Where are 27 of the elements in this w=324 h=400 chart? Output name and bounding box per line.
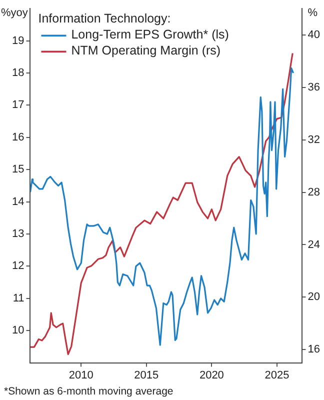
y-tick-label: 18	[12, 67, 24, 80]
x-tick-label: 2010	[68, 369, 94, 382]
y-tick-label: 10	[12, 324, 24, 337]
x-tick-label: 2025	[264, 369, 290, 382]
y2-tick-label: 36	[308, 81, 320, 94]
y2-tick-label: 32	[308, 134, 320, 146]
y2-tick-label: 20	[308, 291, 320, 304]
y2-tick-label: 24	[308, 238, 320, 251]
y2-tick-label: 40	[308, 28, 320, 41]
y-tick-label: 13	[12, 228, 24, 240]
legend-label: Long-Term EPS Growth* (ls)	[71, 27, 229, 42]
y-tick-label: 15	[12, 164, 24, 176]
y2-tick-label: 28	[308, 186, 320, 198]
legend-label: NTM Operating Margin (rs)	[71, 43, 221, 58]
y-tick-label: 12	[12, 260, 24, 272]
y-tick-label: 19	[12, 34, 24, 47]
y-tick-label: 17	[12, 99, 24, 112]
y-tick-label: 16	[12, 131, 24, 144]
y2-axis-title: %	[308, 7, 318, 20]
y-tick-label: 11	[12, 292, 24, 304]
legend-title: Information Technology:	[38, 11, 171, 26]
text: *Shown as 6-month moving average	[4, 386, 174, 398]
x-tick-label: 2020	[199, 369, 224, 382]
y-tick-label: 14	[12, 196, 24, 208]
x-tick-label: 2015	[134, 369, 159, 382]
y2-tick-label: 16	[308, 344, 320, 356]
y-axis-title: %yoy	[1, 7, 28, 20]
